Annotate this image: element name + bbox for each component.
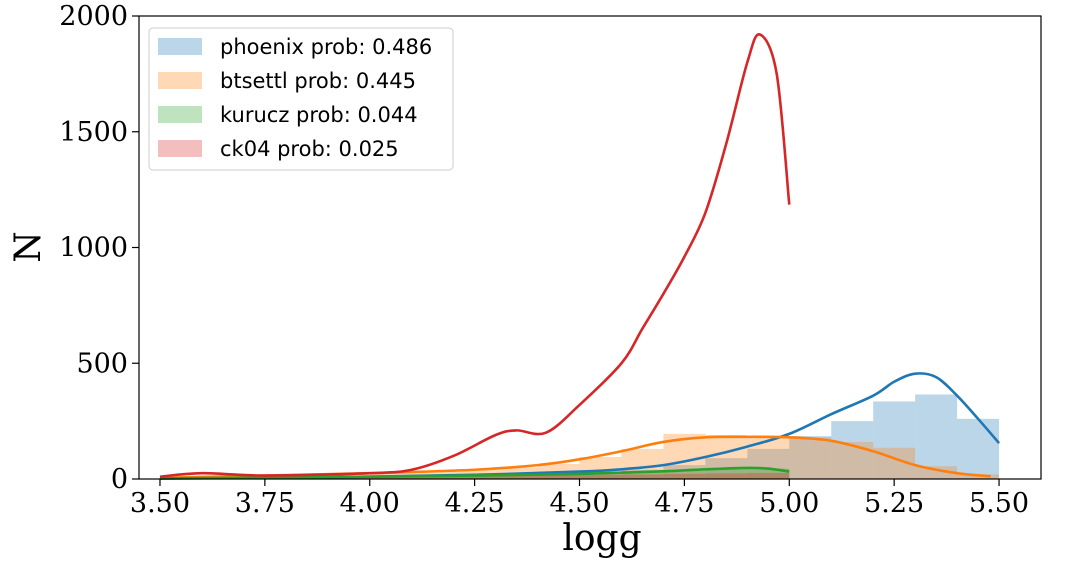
legend-label: kurucz prob: 0.044 <box>220 103 418 127</box>
legend-swatch <box>158 38 202 55</box>
hist-bar <box>579 473 622 479</box>
legend: phoenix prob: 0.486 btsettl prob: 0.445 ku… <box>148 27 454 171</box>
hist-bar <box>705 435 748 479</box>
x-tick-label: 5.25 <box>864 488 924 519</box>
hist-bar <box>957 418 1000 479</box>
hist-bar <box>495 475 538 479</box>
hist-bar <box>873 401 916 479</box>
legend-swatch <box>158 140 202 157</box>
x-tick-label: 4.25 <box>445 488 505 519</box>
y-axis: 0 500 1000 1500 2000 <box>59 1 139 495</box>
legend-swatch <box>158 106 202 123</box>
hist-bar <box>369 477 412 479</box>
hist-bar <box>495 475 538 479</box>
legend-label: btsettl prob: 0.445 <box>220 69 416 93</box>
x-axis: 3.50 3.75 4.00 4.25 4.50 4.75 5.00 5.25 5.50 <box>130 479 1029 519</box>
hist-bar <box>411 476 454 479</box>
kde-line <box>159 33 791 478</box>
hist-bar <box>621 474 664 479</box>
hist-bar <box>453 476 496 479</box>
hist-bar <box>957 474 1000 479</box>
legend-label: phoenix prob: 0.486 <box>220 35 432 59</box>
x-tick-label: 4.00 <box>340 488 400 519</box>
histogram-layer <box>159 394 1000 479</box>
y-axis-title: N <box>8 231 49 263</box>
hist-bar <box>663 473 706 479</box>
hist-bar <box>747 472 790 479</box>
hist-bar <box>453 476 496 479</box>
x-tick-label: 5.00 <box>759 488 819 519</box>
hist-bar <box>621 469 664 479</box>
hist-bar <box>453 476 496 479</box>
hist-bar <box>915 466 958 479</box>
y-tick-label: 2000 <box>59 1 128 32</box>
hist-bar <box>579 474 622 479</box>
hist-bar <box>411 476 454 479</box>
x-tick-label: 4.75 <box>654 488 714 519</box>
y-tick-label: 1000 <box>59 233 128 264</box>
kde-line <box>159 466 790 480</box>
hist-bar <box>327 477 370 479</box>
hist-bar <box>537 474 580 479</box>
y-tick-label: 500 <box>76 348 128 379</box>
kde-layer <box>159 33 1001 480</box>
x-tick-label: 3.75 <box>235 488 295 519</box>
hist-bar <box>537 475 580 479</box>
hist-bar <box>369 476 412 479</box>
hist-bar <box>579 472 622 479</box>
hist-bar <box>537 474 580 479</box>
hist-bar <box>705 469 748 479</box>
hist-bar <box>831 441 874 479</box>
hist-bar <box>915 394 958 479</box>
legend-box <box>148 27 454 171</box>
hist-bar <box>747 436 790 479</box>
hist-bar <box>411 476 454 479</box>
hist-bar <box>789 436 832 479</box>
x-tick-label: 5.50 <box>969 488 1029 519</box>
legend-label: ck04 prob: 0.025 <box>220 137 399 161</box>
y-tick-label: 1500 <box>59 117 128 148</box>
hist-bar <box>747 468 790 479</box>
x-tick-label: 3.50 <box>130 488 190 519</box>
y-tick-label: 0 <box>111 464 128 495</box>
hist-bar <box>705 473 748 479</box>
hist-bar <box>621 448 664 479</box>
x-axis-title: logg <box>562 518 641 559</box>
hist-bar <box>789 437 832 479</box>
hist-bar <box>495 475 538 479</box>
hist-bar <box>621 472 664 479</box>
hist-bar <box>747 448 790 479</box>
hist-bar <box>369 476 412 479</box>
legend-swatch <box>158 72 202 89</box>
hist-bar <box>663 470 706 479</box>
x-tick-label: 4.50 <box>549 488 609 519</box>
